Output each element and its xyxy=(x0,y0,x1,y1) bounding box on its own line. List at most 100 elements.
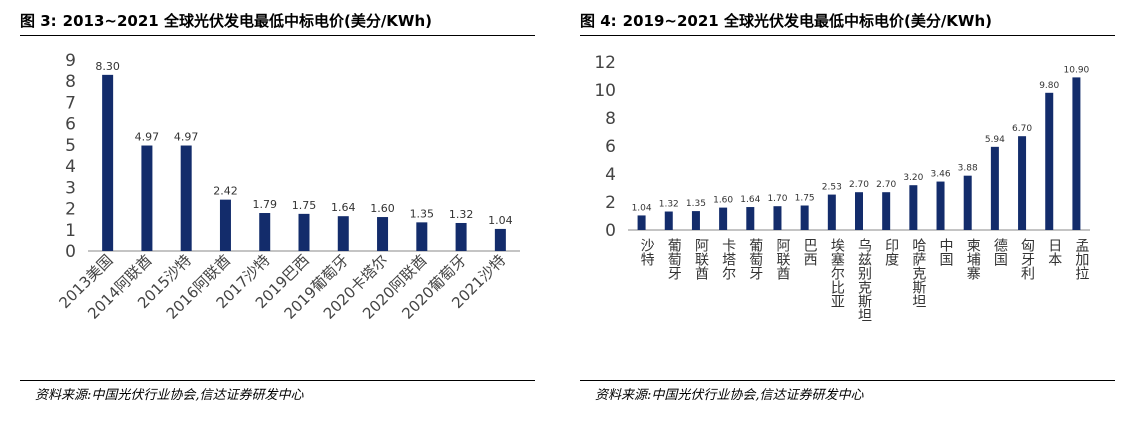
bar xyxy=(637,215,646,230)
bar-value-label: 3.20 xyxy=(903,173,923,183)
figure-4-title-rule xyxy=(580,35,1115,36)
y-tick-label: 8 xyxy=(605,109,616,129)
category-label: 德国 xyxy=(992,238,1008,266)
bar-value-label: 1.75 xyxy=(795,194,815,204)
figure-3-source: 资料来源:中国光伏行业协会,信达证券研发中心 xyxy=(35,388,304,403)
bar xyxy=(719,207,728,230)
bar xyxy=(298,213,310,251)
bar xyxy=(102,74,114,251)
bar xyxy=(141,145,153,251)
figure-4-panel: 图 4: 2019~2021 全球光伏发电最低中标电价(美分/KWh) 0 2 4 6 8… xyxy=(560,0,1121,441)
figure-4-title-text: 2019~2021 全球光伏发电最低中标电价(美分/KWh) xyxy=(622,12,992,30)
bar-value-label: 1.35 xyxy=(686,199,706,209)
bar-value-label: 1.32 xyxy=(659,200,679,210)
category-label: 卡塔尔 xyxy=(720,238,736,280)
bar-value-label: 1.35 xyxy=(410,207,435,220)
bar xyxy=(664,211,673,230)
bar-value-label: 3.46 xyxy=(931,170,951,180)
y-tick-label: 3 xyxy=(65,178,76,198)
y-tick-label: 4 xyxy=(605,165,616,185)
bar-value-label: 1.75 xyxy=(292,199,317,212)
bar xyxy=(773,206,782,230)
category-label: 柬埔寨 xyxy=(965,238,981,280)
y-tick-label: 1 xyxy=(65,221,76,241)
bar xyxy=(827,194,836,230)
y-tick-label: 0 xyxy=(65,242,76,262)
y-tick-label: 6 xyxy=(605,137,616,157)
bar xyxy=(1072,77,1081,231)
bar xyxy=(990,146,999,230)
bar-value-label: 9.80 xyxy=(1039,81,1059,91)
bar xyxy=(963,175,972,230)
bar xyxy=(1018,136,1027,230)
bar-value-label: 10.90 xyxy=(1064,65,1090,75)
bar-value-label: 2.70 xyxy=(849,180,869,190)
bar-value-label: 1.60 xyxy=(713,196,733,206)
figure-4-bottom-rule xyxy=(580,380,1115,381)
y-tick-label: 0 xyxy=(605,221,616,241)
category-label: 乌兹别克斯坦 xyxy=(856,238,872,322)
bar-value-label: 8.30 xyxy=(95,60,120,73)
bar xyxy=(855,192,863,230)
bar-value-label: 1.70 xyxy=(767,194,787,204)
category-label: 葡萄牙 xyxy=(666,238,682,281)
bar-value-label: 1.64 xyxy=(740,195,760,205)
bar xyxy=(337,216,349,251)
bar-value-label: 5.94 xyxy=(985,135,1005,145)
bar-value-label: 1.04 xyxy=(488,214,513,227)
bar-value-label: 2.70 xyxy=(876,180,896,190)
bar xyxy=(800,205,809,230)
bar-value-label: 3.88 xyxy=(958,164,978,174)
bar xyxy=(219,199,231,251)
bar-value-label: 4.97 xyxy=(135,131,160,144)
bar xyxy=(746,207,755,230)
bar xyxy=(882,192,891,230)
bar-value-label: 1.79 xyxy=(252,198,277,211)
y-tick-label: 10 xyxy=(594,81,616,101)
y-tick-label: 8 xyxy=(65,72,76,92)
category-label: 巴西 xyxy=(802,238,818,266)
bar xyxy=(455,222,467,251)
y-tick-label: 7 xyxy=(65,93,76,113)
category-label: 印度 xyxy=(883,238,899,266)
figure-3-label: 图 3: xyxy=(20,12,57,30)
category-label: 日本 xyxy=(1046,238,1062,266)
category-label: 阿联酋 xyxy=(693,238,709,280)
bar-value-label: 2.42 xyxy=(213,185,238,198)
category-label: 哈萨克斯坦 xyxy=(910,238,926,308)
bar-value-label: 1.32 xyxy=(449,208,474,221)
bar xyxy=(377,217,389,251)
bar xyxy=(691,211,700,230)
category-label: 匈牙利 xyxy=(1019,238,1035,280)
bar xyxy=(180,145,192,251)
y-tick-label: 9 xyxy=(65,51,76,71)
bar xyxy=(936,181,945,230)
bar xyxy=(416,222,428,251)
bar xyxy=(909,185,918,230)
bar-value-label: 1.04 xyxy=(632,203,652,213)
category-label: 埃塞尔比亚 xyxy=(829,238,845,308)
figure-3-title: 图 3: 2013~2021 全球光伏发电最低中标电价(美分/KWh) xyxy=(20,10,432,31)
bar-value-label: 4.97 xyxy=(174,131,199,144)
bar-value-label: 1.60 xyxy=(370,202,395,215)
figure-4-title: 图 4: 2019~2021 全球光伏发电最低中标电价(美分/KWh) xyxy=(580,10,992,31)
bar-value-label: 6.70 xyxy=(1012,124,1032,134)
category-label: 葡萄牙 xyxy=(747,238,763,281)
category-label: 阿联酋 xyxy=(774,238,790,280)
y-tick-label: 6 xyxy=(65,115,76,135)
bar xyxy=(494,228,506,251)
y-tick-label: 5 xyxy=(65,136,76,156)
y-tick-label: 12 xyxy=(594,53,616,73)
figure-4-label: 图 4: xyxy=(580,12,617,30)
category-label: 沙特 xyxy=(639,238,655,266)
bar-value-label: 2.53 xyxy=(822,183,842,193)
category-label: 孟加拉 xyxy=(1073,238,1089,280)
bar-value-label: 1.64 xyxy=(331,201,356,214)
category-label: 中国 xyxy=(938,238,954,266)
y-tick-label: 2 xyxy=(605,193,616,213)
y-tick-label: 4 xyxy=(65,157,76,177)
bar xyxy=(1045,92,1054,230)
bar xyxy=(259,213,271,251)
